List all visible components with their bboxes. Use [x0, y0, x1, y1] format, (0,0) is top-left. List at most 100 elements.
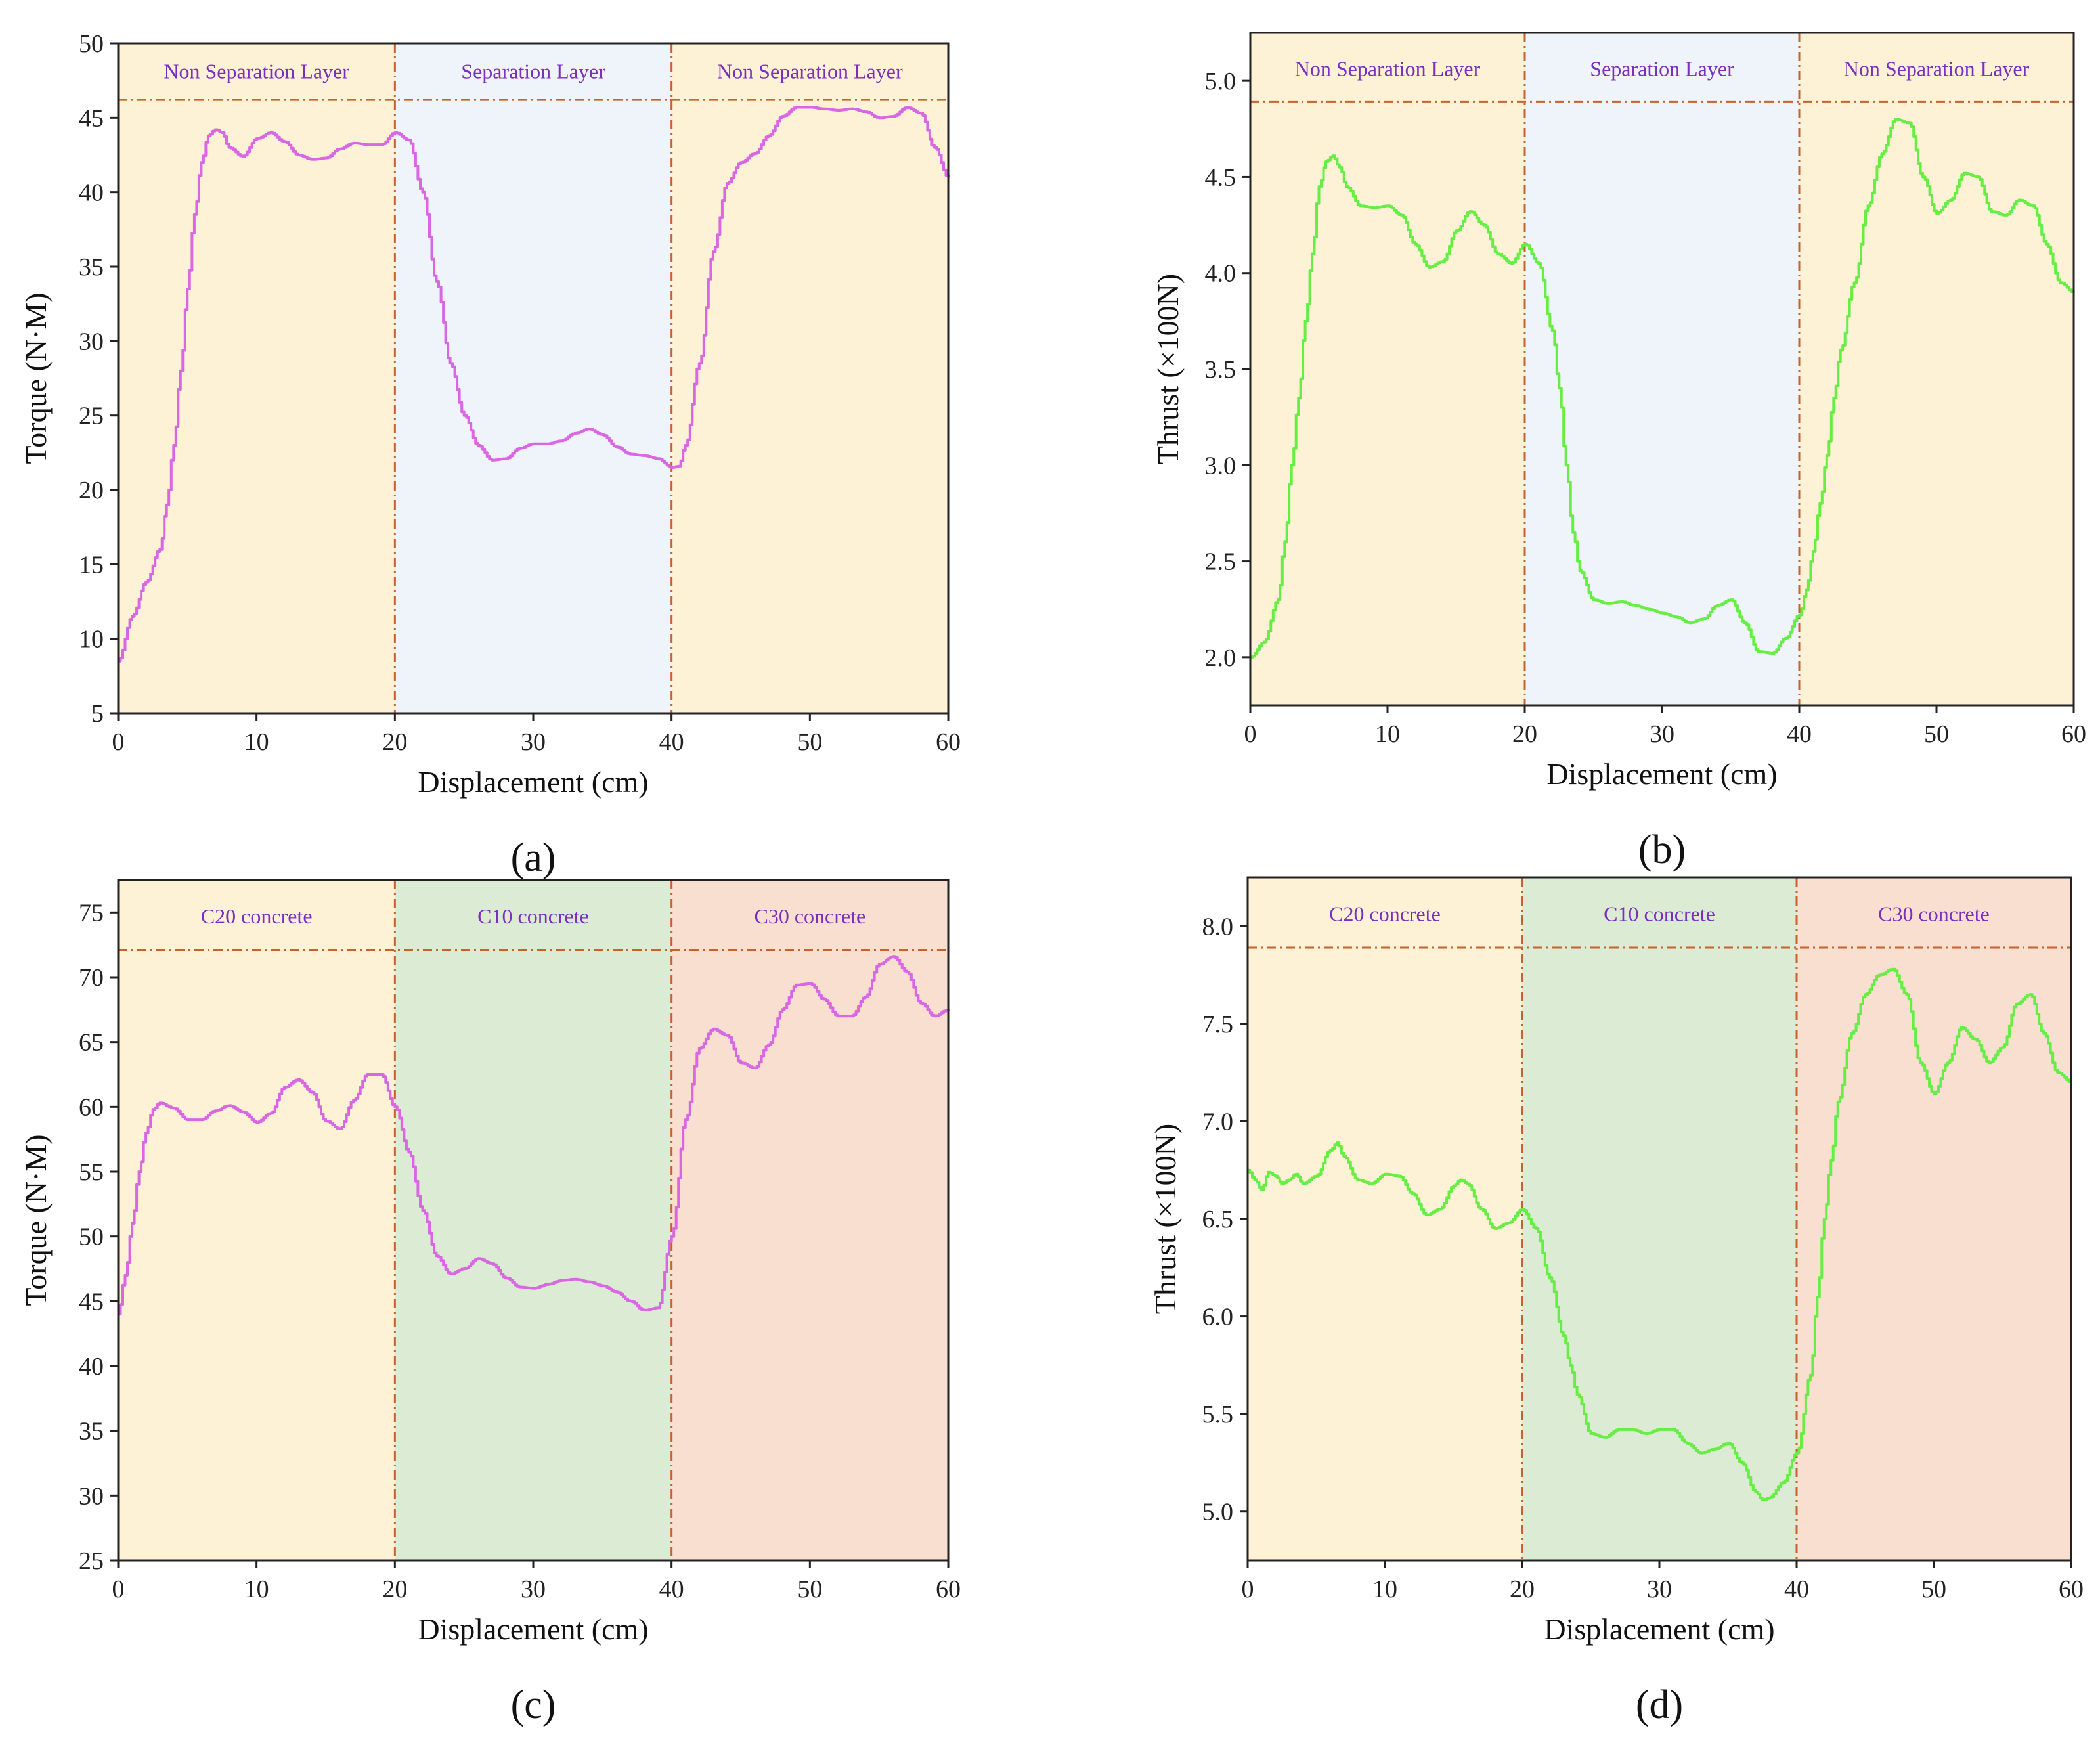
y-tick-label-c-8: 65: [79, 1029, 104, 1057]
x-tick-label-a-1: 10: [244, 728, 269, 756]
region-a-1: [395, 43, 672, 713]
region-label-a-0: Non Separation Layer: [164, 59, 349, 83]
panel-caption-c: (c): [511, 1683, 556, 1727]
x-tick-label-b-3: 30: [1650, 720, 1674, 748]
y-tick-label-d-5: 7.5: [1202, 1011, 1234, 1038]
x-tick-label-c-0: 0: [112, 1576, 125, 1603]
x-axis-label-b: Displacement (cm): [1546, 757, 1777, 791]
x-tick-label-d-3: 30: [1647, 1576, 1672, 1603]
region-c-2: [671, 880, 948, 1560]
x-tick-label-d-1: 10: [1372, 1576, 1397, 1603]
region-label-b-1: Separation Layer: [1590, 56, 1734, 80]
y-tick-label-b-5: 4.5: [1205, 164, 1236, 191]
x-tick-label-d-4: 40: [1784, 1576, 1809, 1603]
y-tick-label-b-3: 3.5: [1205, 356, 1236, 384]
x-tick-label-a-4: 40: [659, 728, 684, 756]
y-tick-label-c-5: 50: [79, 1223, 104, 1251]
y-tick-label-a-8: 45: [79, 104, 104, 132]
y-tick-label-b-6: 5.0: [1205, 68, 1236, 95]
region-a-0: [118, 43, 395, 713]
y-tick-label-c-9: 70: [79, 964, 104, 992]
series-line-a-0: [118, 106, 950, 663]
y-tick-label-b-2: 3.0: [1205, 452, 1236, 479]
x-tick-label-c-3: 30: [521, 1576, 546, 1603]
x-tick-label-a-6: 60: [936, 728, 961, 756]
y-axis-label-c: Torque (N·M): [19, 1134, 53, 1306]
chart-panel-a: Non Separation Layer Separation Layer Non …: [19, 30, 961, 880]
x-tick-label-b-6: 60: [2061, 720, 2086, 748]
region-label-a-2: Non Separation Layer: [717, 59, 903, 83]
y-tick-label-a-4: 25: [79, 403, 104, 430]
x-tick-label-b-0: 0: [1244, 720, 1257, 748]
region-b-1: [1525, 33, 1799, 705]
x-tick-label-c-2: 20: [382, 1576, 407, 1603]
y-tick-label-c-10: 75: [79, 899, 104, 927]
x-axis-label-a: Displacement (cm): [418, 765, 648, 799]
region-label-c-2: C30 concrete: [754, 904, 865, 928]
region-b-0: [1250, 33, 1525, 705]
region-label-d-2: C30 concrete: [1878, 902, 1990, 925]
x-tick-label-b-1: 10: [1375, 720, 1400, 748]
x-tick-label-d-6: 60: [2059, 1576, 2084, 1603]
y-tick-label-c-3: 40: [79, 1353, 104, 1380]
y-axis-label-b: Thrust (×100N): [1151, 274, 1185, 464]
x-tick-label-a-0: 0: [112, 728, 125, 756]
x-tick-label-a-2: 20: [382, 728, 407, 756]
panel-caption-b: (b): [1638, 827, 1686, 872]
x-tick-label-c-1: 10: [244, 1576, 269, 1603]
y-tick-label-d-4: 7.0: [1202, 1108, 1234, 1135]
region-label-a-1: Separation Layer: [461, 59, 605, 83]
region-a-2: [671, 43, 948, 713]
y-tick-label-d-2: 6.0: [1202, 1304, 1234, 1331]
y-tick-label-c-4: 45: [79, 1288, 104, 1315]
y-tick-label-a-0: 5: [91, 700, 104, 728]
series-line-d-0: [1248, 967, 2072, 1501]
panel-caption-a: (a): [511, 835, 556, 880]
y-tick-label-d-6: 8.0: [1202, 913, 1234, 940]
y-axis-label-d: Thrust (×100N): [1148, 1124, 1182, 1314]
region-c-0: [118, 880, 395, 1560]
series-line-c-0: [118, 955, 950, 1316]
region-label-d-0: C20 concrete: [1329, 902, 1441, 925]
y-tick-label-c-1: 30: [79, 1482, 104, 1510]
y-tick-label-b-4: 4.0: [1205, 260, 1236, 288]
x-tick-label-c-5: 50: [797, 1576, 822, 1603]
x-axis-label-d: Displacement (cm): [1544, 1612, 1774, 1646]
region-label-d-1: C10 concrete: [1604, 902, 1715, 925]
x-tick-label-c-6: 60: [936, 1576, 961, 1603]
region-label-b-0: Non Separation Layer: [1295, 56, 1481, 80]
panel-caption-d: (d): [1636, 1683, 1683, 1727]
y-tick-label-b-1: 2.5: [1205, 548, 1236, 576]
y-tick-label-d-3: 6.5: [1202, 1206, 1234, 1233]
y-tick-label-c-6: 55: [79, 1158, 104, 1186]
x-tick-label-c-4: 40: [659, 1576, 684, 1603]
y-tick-label-d-1: 5.5: [1202, 1401, 1234, 1428]
region-d-2: [1797, 877, 2071, 1560]
chart-panel-c: C20 concrete C10 concrete C30 concrete 0 10 2…: [19, 879, 961, 1727]
x-tick-label-b-4: 40: [1787, 720, 1812, 748]
y-tick-label-a-5: 30: [79, 328, 104, 355]
series-line-b-0: [1250, 118, 2075, 659]
region-b-2: [1799, 33, 2074, 705]
region-label-c-1: C10 concrete: [477, 904, 589, 928]
region-d-0: [1248, 877, 1522, 1560]
y-axis-label-a: Torque (N·M): [19, 292, 53, 464]
x-tick-label-d-2: 20: [1510, 1576, 1535, 1603]
y-tick-label-c-2: 35: [79, 1418, 104, 1445]
x-tick-label-b-2: 20: [1512, 720, 1537, 748]
y-tick-label-a-7: 40: [79, 179, 104, 207]
x-tick-label-d-0: 0: [1242, 1576, 1254, 1603]
y-tick-label-a-1: 10: [79, 626, 104, 653]
region-label-b-2: Non Separation Layer: [1844, 56, 2030, 80]
y-tick-label-a-6: 35: [79, 253, 104, 281]
y-tick-label-c-0: 25: [79, 1547, 104, 1575]
y-tick-label-b-0: 2.0: [1205, 644, 1236, 672]
chart-panel-b: Non Separation Layer Separation Layer Non …: [1151, 32, 2086, 872]
y-tick-label-a-3: 20: [79, 477, 104, 504]
y-tick-label-c-7: 60: [79, 1093, 104, 1121]
y-tick-label-d-0: 5.0: [1202, 1499, 1234, 1526]
x-axis-label-c: Displacement (cm): [418, 1612, 648, 1646]
chart-panel-d: C20 concrete C10 concrete C30 concrete 0 10 2…: [1148, 876, 2084, 1727]
